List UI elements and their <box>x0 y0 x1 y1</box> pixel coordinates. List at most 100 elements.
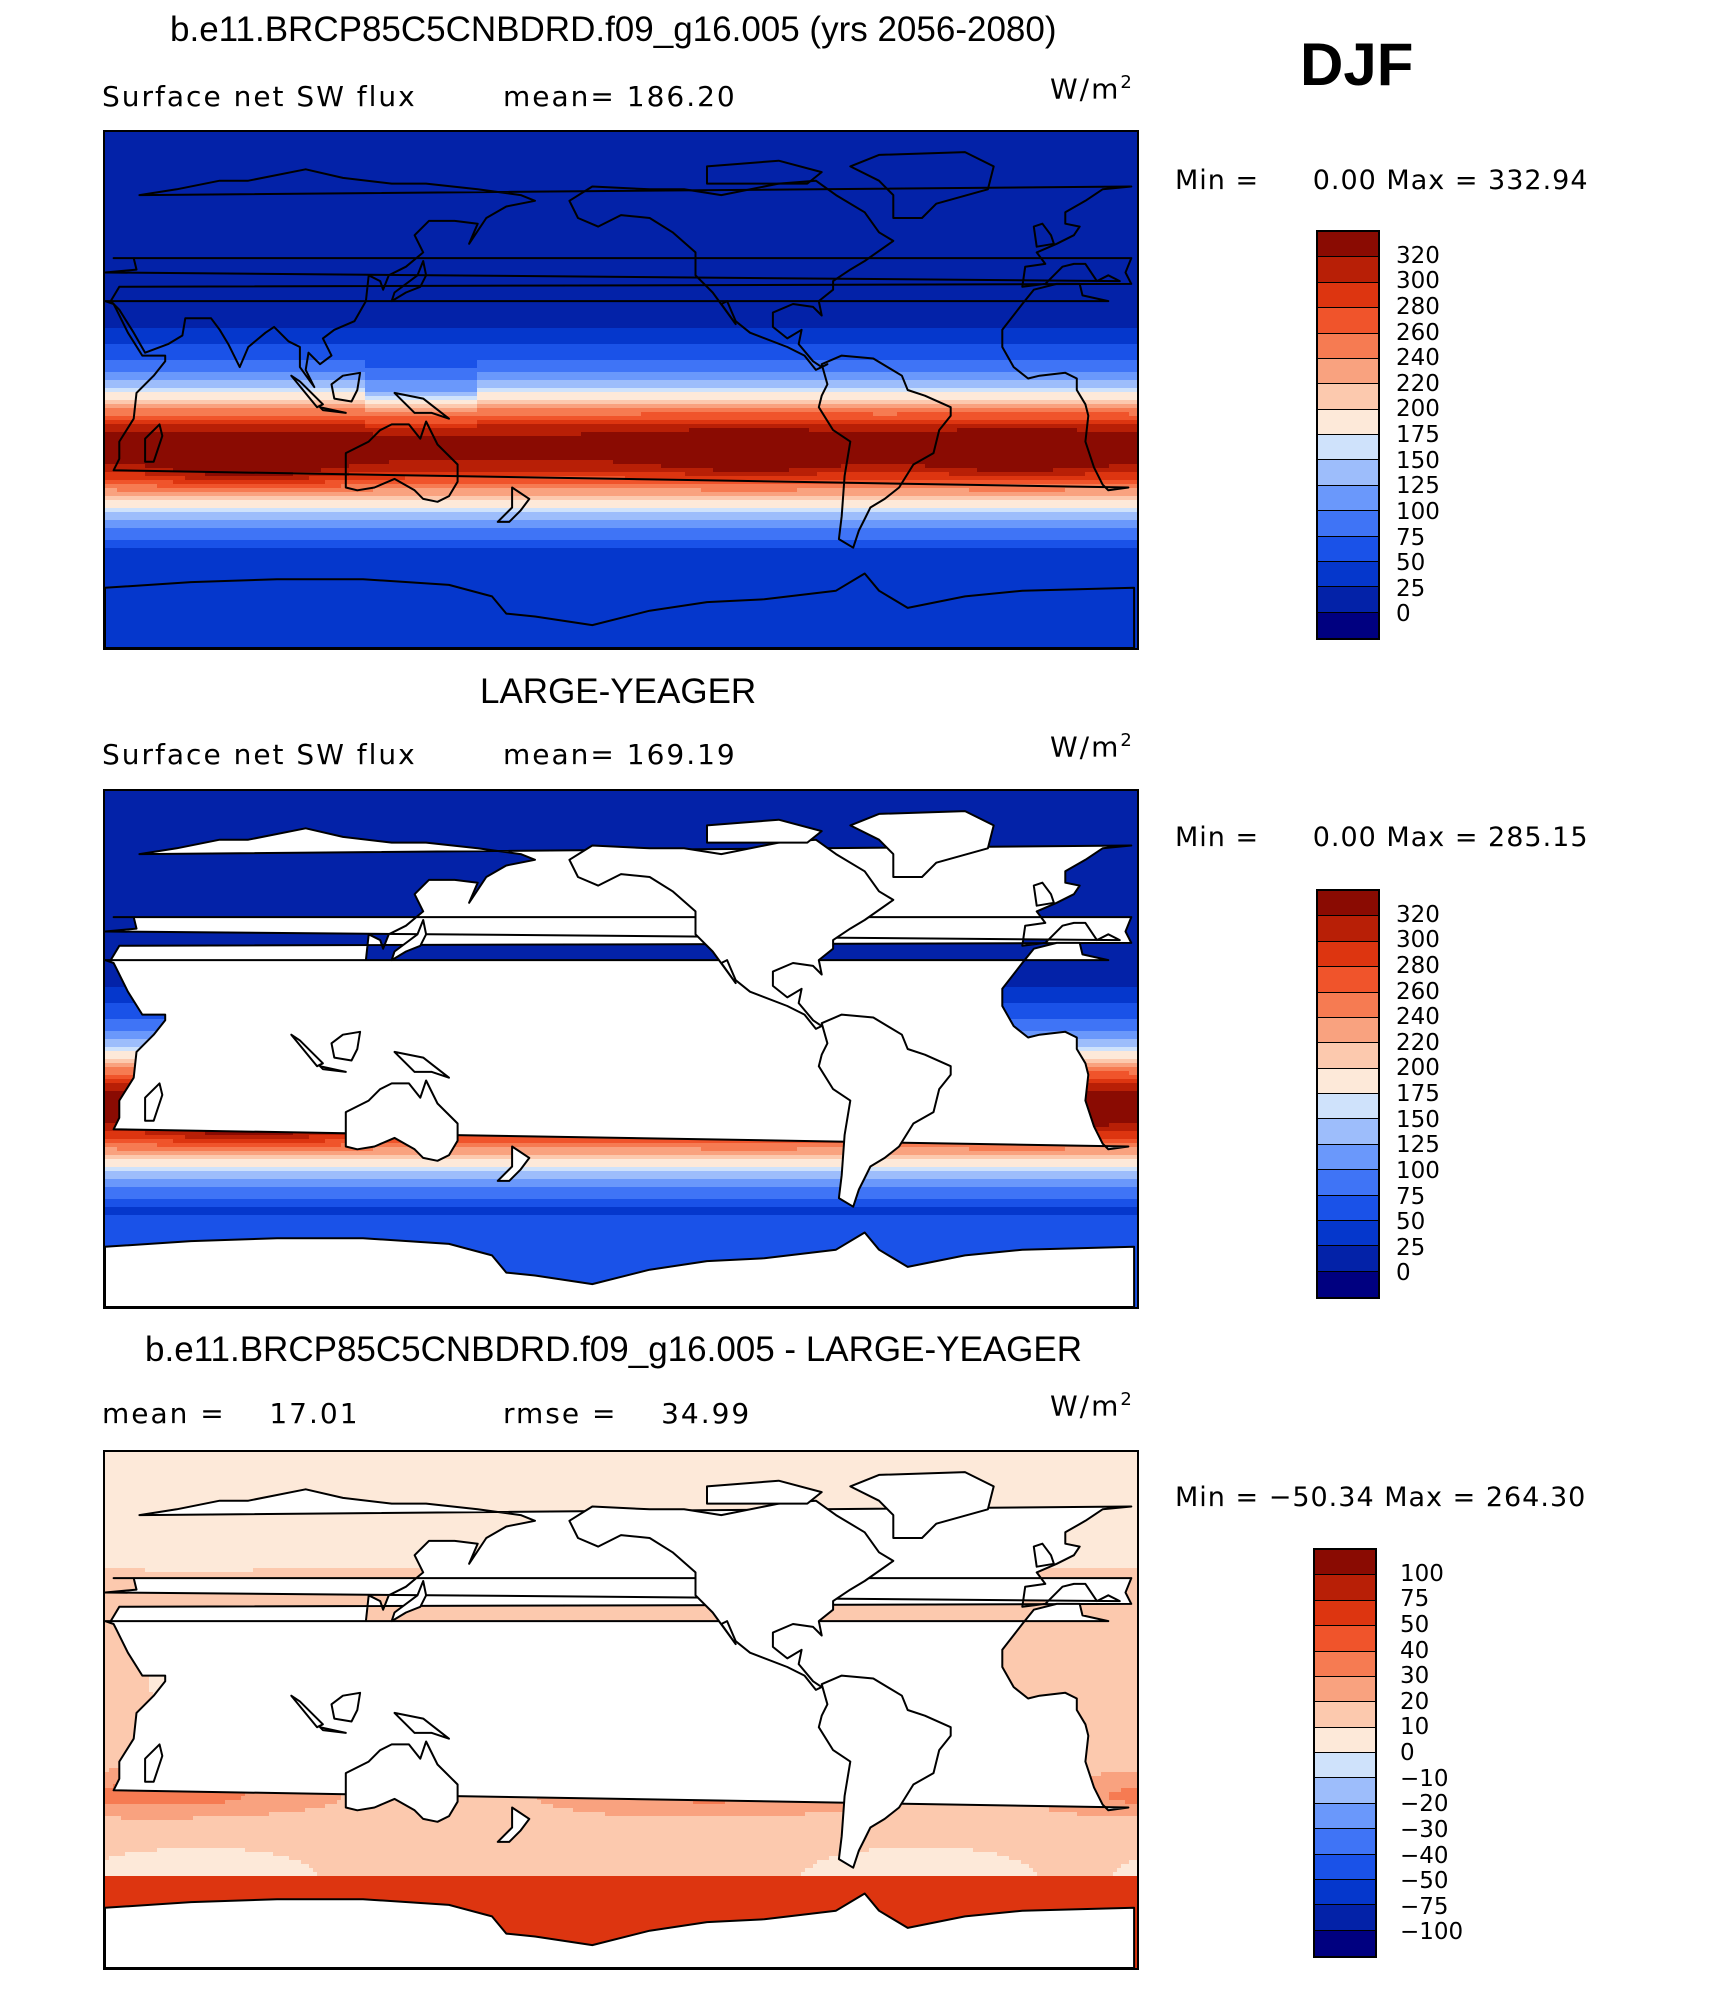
colorbar-swatch <box>1318 1144 1378 1171</box>
colorbar-swatch <box>1318 333 1378 359</box>
colorbar-label: 260 <box>1396 319 1440 346</box>
colorbar-label: 300 <box>1396 268 1440 295</box>
land-polygon <box>390 260 428 303</box>
colorbar-label: −10 <box>1400 1765 1449 1792</box>
colorbar-swatch <box>1318 1271 1378 1297</box>
colorbar-label: 25 <box>1396 575 1426 602</box>
panel-2-map-svg <box>105 791 1137 1307</box>
land-polygon <box>393 1711 450 1740</box>
colorbar-label: 100 <box>1396 498 1440 525</box>
colorbar-swatch <box>1318 561 1378 588</box>
colorbar-swatch <box>1318 257 1378 283</box>
colorbar-swatch <box>1318 1195 1378 1221</box>
colorbar-label: −100 <box>1400 1919 1464 1946</box>
colorbar-label: 240 <box>1396 1004 1440 1031</box>
colorbar-swatch <box>1315 1550 1375 1576</box>
land-polygon <box>1032 1542 1055 1568</box>
land-polygon <box>496 1806 531 1843</box>
colorbar-swatch <box>1318 232 1378 258</box>
colorbar-label: 20 <box>1400 1688 1430 1715</box>
colorbar-label: −50 <box>1400 1868 1449 1895</box>
panel-1-units: W/m2 <box>1050 72 1134 106</box>
colorbar-label: 0 <box>1400 1740 1415 1766</box>
panel-3-mean-label: mean = 17.01 <box>102 1397 360 1430</box>
panel-1-mean-label: mean= 186.20 <box>503 80 737 113</box>
panel-2-title: LARGE-YEAGER <box>480 672 757 711</box>
land-polygon <box>344 1079 459 1162</box>
colorbar-swatch <box>1315 1651 1375 1677</box>
colorbar-label: 200 <box>1396 1055 1440 1082</box>
colorbar-label: 0 <box>1396 601 1411 628</box>
land-polygon <box>344 420 459 503</box>
colorbar-swatch <box>1318 358 1378 385</box>
colorbar-label: −30 <box>1400 1816 1449 1843</box>
coastlines <box>105 810 1136 1307</box>
colorbar-label: −75 <box>1400 1893 1449 1920</box>
colorbar-swatch <box>1318 612 1378 638</box>
colorbar-label: 125 <box>1396 473 1440 500</box>
colorbar-swatch <box>1318 435 1378 461</box>
colorbar-swatch <box>1315 1753 1375 1779</box>
colorbar-label: 0 <box>1396 1260 1411 1287</box>
panel-3-colorbar <box>1313 1548 1377 1958</box>
colorbar-swatch <box>1318 485 1378 512</box>
colorbar-label: 240 <box>1396 345 1440 372</box>
land-polygon <box>290 1033 324 1068</box>
colorbar-swatch <box>1318 282 1378 309</box>
colorbar-label: 75 <box>1396 524 1426 551</box>
colorbar-swatch <box>1315 1727 1375 1753</box>
season-label: DJF <box>1300 31 1414 98</box>
colorbar-label: 125 <box>1396 1132 1440 1159</box>
land-polygon <box>105 1892 1136 1968</box>
field-cells <box>105 132 1137 648</box>
land-polygon <box>817 1674 952 1869</box>
panel-3-minmax: Min = −50.34 Max = 264.30 <box>1175 1482 1587 1513</box>
panel-1-map <box>103 130 1139 650</box>
land-polygon <box>706 1479 823 1505</box>
panel-3-map <box>103 1450 1139 1970</box>
colorbar-swatch <box>1318 587 1378 613</box>
colorbar-swatch <box>1318 1068 1378 1094</box>
colorbar-swatch <box>1318 891 1378 917</box>
colorbar-swatch <box>1318 511 1378 537</box>
panel-3-units: W/m2 <box>1050 1389 1134 1423</box>
land-polygon <box>849 810 995 878</box>
colorbar-label: 320 <box>1396 901 1440 928</box>
colorbar-swatch <box>1318 1043 1378 1069</box>
land-polygon <box>290 1694 324 1729</box>
panel-2-minmax: Min = 0.00 Max = 285.15 <box>1175 822 1589 853</box>
colorbar-swatch <box>1315 1854 1375 1880</box>
colorbar-swatch <box>1315 1702 1375 1728</box>
colorbar-label: 50 <box>1396 1209 1426 1236</box>
panel-3-rmse-label: rmse = 34.99 <box>503 1397 752 1430</box>
land-polygon <box>290 374 324 409</box>
land-polygon <box>105 168 1133 389</box>
land-polygon <box>144 1082 164 1122</box>
land-polygon <box>393 391 450 420</box>
coastlines <box>105 1471 1136 1968</box>
land-polygon <box>319 1065 347 1073</box>
panel-1-minmax: Min = 0.00 Max = 332.94 <box>1175 165 1589 196</box>
colorbar-label: 40 <box>1400 1637 1430 1664</box>
colorbar-label: 220 <box>1396 1029 1440 1056</box>
colorbar-swatch <box>1318 536 1378 562</box>
colorbar-swatch <box>1318 409 1378 435</box>
colorbar-label: 150 <box>1396 447 1440 474</box>
colorbar-label: 260 <box>1396 978 1440 1005</box>
land-polygon <box>105 1602 1130 1812</box>
colorbar-swatch <box>1315 1626 1375 1652</box>
colorbar-label: 175 <box>1396 1081 1440 1107</box>
land-polygon <box>706 159 823 185</box>
land-polygon <box>393 1050 450 1079</box>
panel-1-title: b.e11.BRCP85C5CNBDRD.f09_g16.005 (yrs 20… <box>170 10 1057 49</box>
colorbar-label: −40 <box>1400 1842 1449 1869</box>
colorbar-label: 300 <box>1396 927 1440 954</box>
land-polygon <box>568 838 895 1030</box>
colorbar-swatch <box>1315 1803 1375 1830</box>
panel-2-map <box>103 789 1139 1309</box>
panel-2-variable-label: Surface net SW flux <box>102 738 417 771</box>
colorbar-swatch <box>1318 1170 1378 1196</box>
land-polygon <box>849 151 995 219</box>
colorbar-swatch <box>1318 1119 1378 1145</box>
panel-3-title: b.e11.BRCP85C5CNBDRD.f09_g16.005 - LARGE… <box>145 1330 1083 1369</box>
